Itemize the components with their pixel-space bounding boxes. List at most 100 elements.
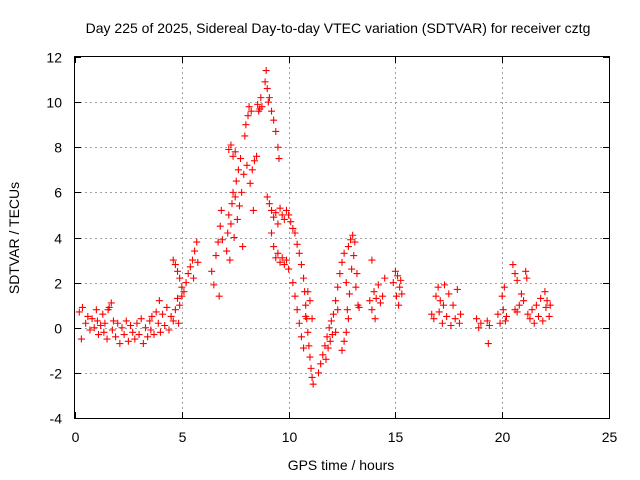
data-point [261,78,269,86]
data-point [137,315,145,323]
data-point [325,324,333,332]
data-point [229,152,237,160]
data-point [150,331,158,339]
data-point [237,155,245,163]
data-point [287,218,295,226]
data-point [77,335,85,343]
data-point [274,143,282,151]
data-point [127,321,135,329]
data-point [517,290,525,298]
data-point [295,249,303,257]
data-point [484,340,492,348]
data-point [188,256,196,264]
data-point [535,312,543,320]
data-point [250,157,258,165]
data-point [345,290,353,298]
data-point [244,112,252,120]
data-point [323,333,331,341]
data-point [276,258,284,266]
data-point [306,297,314,305]
data-point [169,317,177,325]
data-point [526,315,534,323]
data-point [395,301,403,309]
data-point [304,288,312,296]
data-point [502,312,510,320]
data-point [234,166,242,174]
data-point [317,360,325,368]
data-point [265,94,273,102]
data-point [165,326,173,334]
data-point [326,337,334,345]
data-point [247,107,255,115]
data-point [124,337,132,345]
data-point [309,380,317,388]
data-point [513,308,521,316]
data-point [270,213,278,221]
y-tick-label: 8 [54,140,62,156]
data-point [300,344,308,352]
data-point [265,200,273,208]
data-point [291,292,299,300]
chart-title: Day 225 of 2025, Sidereal Day-to-day VTE… [86,20,591,36]
data-point [248,166,256,174]
data-point [262,67,270,75]
data-point [276,204,284,212]
data-point [152,308,160,316]
data-point [353,270,361,278]
data-point [319,351,327,359]
data-point [366,297,374,305]
data-point [146,317,154,325]
data-point [397,276,405,284]
data-point [216,222,224,230]
data-point [443,312,451,320]
data-point [112,333,120,341]
data-point [297,333,305,341]
data-point [193,238,201,246]
data-point [131,335,139,343]
data-point [240,170,248,178]
data-point [368,306,376,314]
x-tick-label: 15 [388,429,404,445]
data-point [78,303,86,311]
data-point [268,229,276,237]
data-point [334,283,342,291]
data-point [374,281,382,289]
data-point [242,121,250,129]
data-point [116,340,124,348]
data-point [175,319,183,327]
data-point [439,301,447,309]
data-point [297,261,305,269]
data-point [230,234,238,241]
data-point [227,141,235,149]
data-point [231,193,239,201]
data-point [350,252,358,260]
data-point [308,373,316,381]
data-point [263,85,271,93]
data-point [483,317,491,325]
data-point [342,328,350,336]
data-series [75,67,554,388]
data-point [532,301,540,309]
data-point [178,292,186,300]
data-point [210,281,218,289]
data-point [272,127,280,135]
y-tick-label: 2 [54,276,62,292]
data-point [289,279,297,287]
data-point [84,312,92,320]
data-point [332,297,340,305]
data-point [92,306,100,314]
data-point [280,215,288,223]
x-axis-label: GPS time / hours [288,457,395,473]
data-point [473,315,481,323]
data-point [315,369,323,377]
data-point [342,279,350,287]
data-point [370,288,378,296]
data-point [107,299,115,307]
data-point [245,103,253,111]
data-point [441,281,449,289]
data-point [100,328,108,336]
data-point [302,312,310,320]
data-point [184,270,192,278]
data-point [436,297,444,305]
data-point [515,301,523,309]
